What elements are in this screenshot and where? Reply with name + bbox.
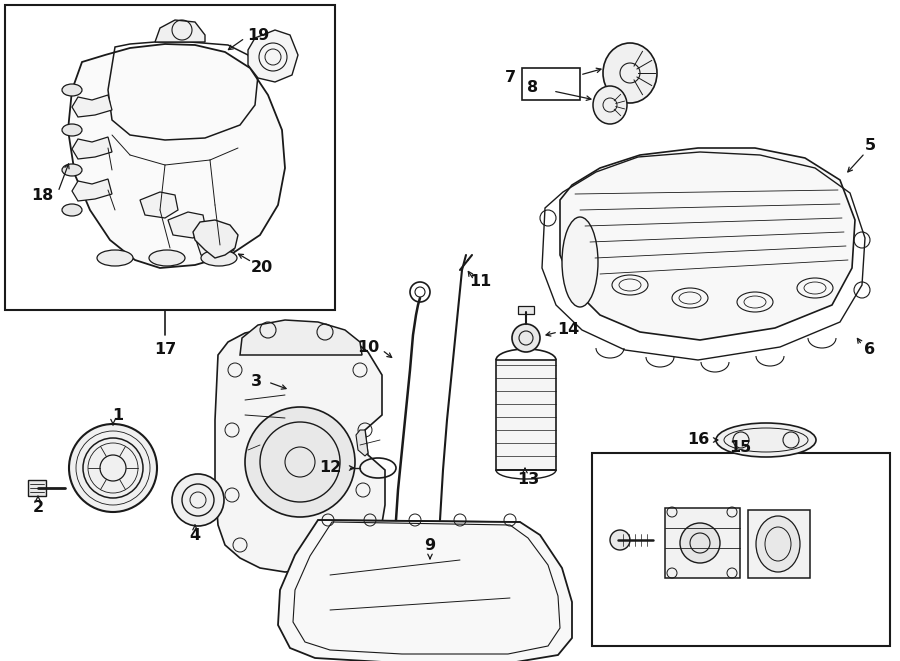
Ellipse shape xyxy=(201,250,237,266)
Text: 1: 1 xyxy=(112,407,123,422)
Circle shape xyxy=(245,407,355,517)
Circle shape xyxy=(172,474,224,526)
Text: 6: 6 xyxy=(864,342,876,358)
Ellipse shape xyxy=(62,204,82,216)
Circle shape xyxy=(512,324,540,352)
Text: 15: 15 xyxy=(729,440,751,455)
Text: 11: 11 xyxy=(469,274,491,290)
Ellipse shape xyxy=(593,86,627,124)
Circle shape xyxy=(610,530,630,550)
Circle shape xyxy=(680,523,720,563)
Text: 10: 10 xyxy=(357,340,379,356)
Bar xyxy=(5,5,335,310)
Bar xyxy=(665,508,740,578)
Polygon shape xyxy=(240,320,362,355)
Text: 8: 8 xyxy=(527,81,538,95)
Text: 18: 18 xyxy=(31,188,53,202)
Text: 3: 3 xyxy=(250,375,262,389)
Text: 7: 7 xyxy=(504,69,516,85)
Text: 20: 20 xyxy=(251,260,273,276)
Polygon shape xyxy=(356,430,368,456)
Ellipse shape xyxy=(62,124,82,136)
Text: 9: 9 xyxy=(425,537,436,553)
Ellipse shape xyxy=(716,423,816,457)
Ellipse shape xyxy=(97,250,133,266)
Bar xyxy=(28,480,46,496)
Polygon shape xyxy=(68,44,285,268)
Bar xyxy=(748,510,810,578)
Text: 5: 5 xyxy=(864,137,876,153)
Polygon shape xyxy=(560,148,855,340)
Ellipse shape xyxy=(562,217,598,307)
Polygon shape xyxy=(72,95,112,117)
Ellipse shape xyxy=(756,516,800,572)
Polygon shape xyxy=(215,328,385,572)
Bar xyxy=(496,360,556,470)
Text: 16: 16 xyxy=(687,432,709,447)
Polygon shape xyxy=(196,232,234,258)
Bar xyxy=(518,306,534,314)
Text: 17: 17 xyxy=(154,342,176,358)
Polygon shape xyxy=(72,179,112,201)
Ellipse shape xyxy=(149,250,185,266)
Circle shape xyxy=(69,424,157,512)
Polygon shape xyxy=(72,137,112,159)
Polygon shape xyxy=(193,220,238,258)
Text: 13: 13 xyxy=(517,473,539,488)
Polygon shape xyxy=(278,520,572,661)
Polygon shape xyxy=(140,192,178,218)
Text: 14: 14 xyxy=(557,323,579,338)
Polygon shape xyxy=(155,20,205,42)
Ellipse shape xyxy=(603,43,657,103)
Text: 2: 2 xyxy=(32,500,43,516)
Polygon shape xyxy=(168,212,206,238)
Ellipse shape xyxy=(62,164,82,176)
Polygon shape xyxy=(248,30,298,82)
Text: 19: 19 xyxy=(247,28,269,42)
Bar xyxy=(522,68,580,100)
Bar xyxy=(592,453,890,646)
Text: 4: 4 xyxy=(189,527,201,543)
Text: 12: 12 xyxy=(319,461,341,475)
Ellipse shape xyxy=(62,84,82,96)
